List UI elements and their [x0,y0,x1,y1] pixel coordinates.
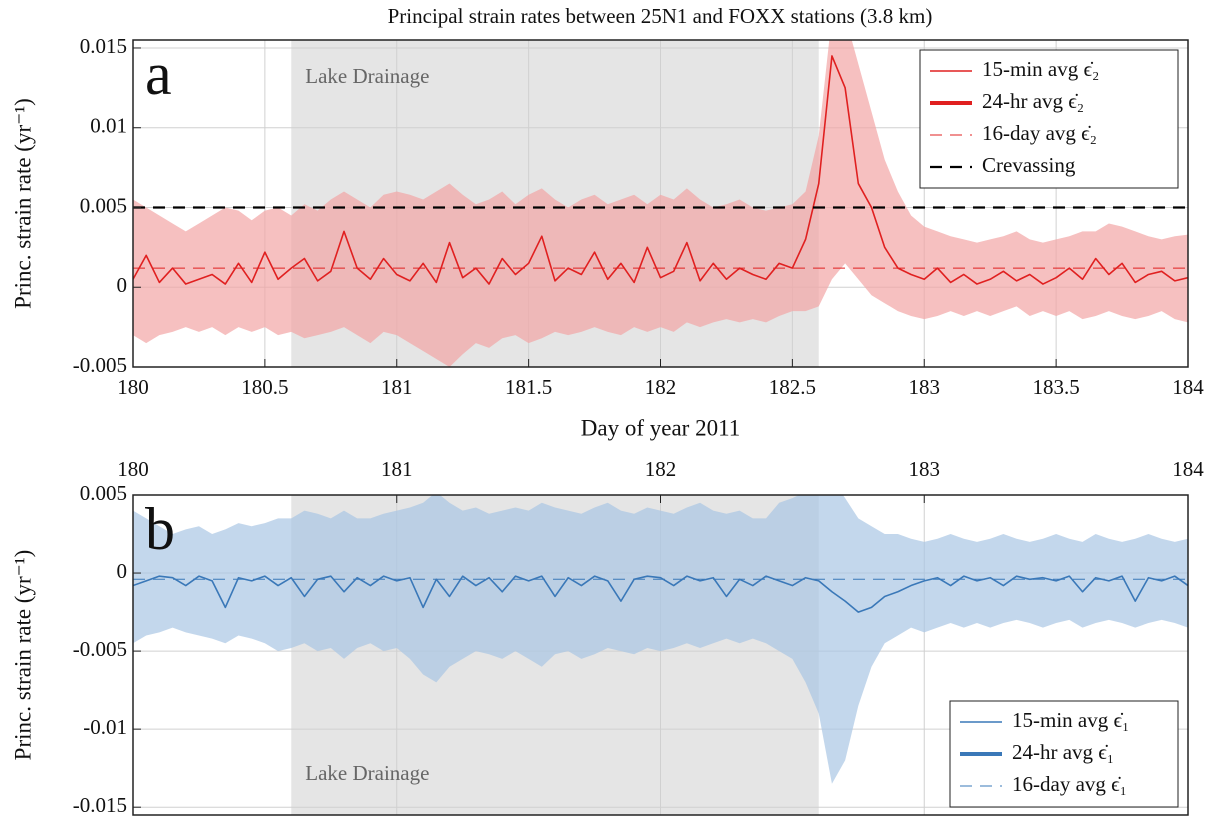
x-tick-label: 183.5 [1033,375,1080,399]
y-tick-label: -0.005 [73,637,127,661]
panel-label: b [145,496,175,562]
y-tick-label: 0.015 [80,34,127,58]
x-tick-label: 183 [909,457,941,481]
plot-area [133,40,1188,367]
x-tick-label: 182 [645,457,677,481]
data-line [133,575,1188,613]
plot-area [133,495,1188,815]
y-tick-label: 0 [117,559,128,583]
y-tick-label: -0.01 [83,715,127,739]
chart-title: Principal strain rates between 25N1 and … [388,4,933,28]
y-axis-title: Princ. strain rate (yr⁻¹) [10,550,35,761]
shade-label: Lake Drainage [305,64,429,88]
x-tick-label: 180.5 [241,375,288,399]
x-tick-label: 184 [1172,375,1204,399]
legend-label: 24-hr avg ϵ̇₂ [982,89,1084,113]
y-tick-label: 0 [117,273,128,297]
y-tick-label: -0.005 [73,353,127,377]
x-tick-label: 183 [909,375,941,399]
x-tick-label: 181.5 [505,375,552,399]
data-line [133,55,1188,285]
panel-label: a [145,41,172,107]
x-tick-label: 184 [1172,457,1204,481]
legend-box [919,49,1179,189]
y-tick-label: 0.005 [80,481,127,505]
legend-label: 15-min avg ϵ̇₁ [1012,708,1129,732]
legend-label: 24-hr avg ϵ̇₁ [1012,740,1114,764]
legend-label: Crevassing [982,153,1076,177]
shade-label: Lake Drainage [305,761,429,785]
x-tick-label: 182.5 [769,375,816,399]
y-tick-label: 0.01 [90,114,127,138]
legend-label: 16-day avg ϵ̇₁ [1012,772,1127,796]
legend-label: 16-day avg ϵ̇₂ [982,121,1097,145]
x-axis-title: Day of year 2011 [581,415,740,440]
uncertainty-band [133,40,1188,367]
x-tick-label: 180 [117,457,149,481]
x-tick-label: 182 [645,375,677,399]
y-tick-label: -0.015 [73,793,127,817]
y-axis-title: Princ. strain rate (yr⁻¹) [10,98,35,309]
x-tick-label: 181 [381,457,413,481]
legend-label: 15-min avg ϵ̇₂ [982,57,1099,81]
x-tick-label: 180 [117,375,149,399]
x-tick-label: 181 [381,375,413,399]
uncertainty-band [133,495,1188,784]
y-tick-label: 0.005 [80,193,127,217]
